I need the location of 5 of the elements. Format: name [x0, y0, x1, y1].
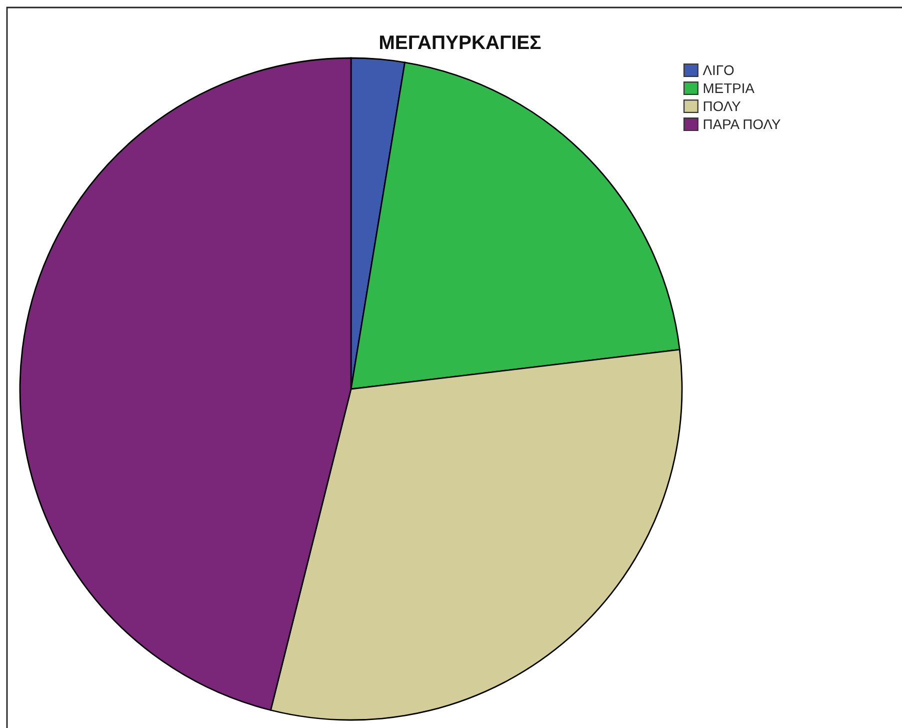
- legend-label: ΛΙΓΟ: [702, 65, 734, 76]
- legend-label: ΠΑΡΑ ΠΟΛΥ: [704, 119, 780, 130]
- legend-label: ΜΕΤΡΙΑ: [704, 83, 754, 93]
- chart-title: ΜΕΓΑΠΥΡΚΑΓΙΕΣ: [380, 36, 541, 50]
- legend-label: ΠΟΛΥ: [704, 101, 741, 112]
